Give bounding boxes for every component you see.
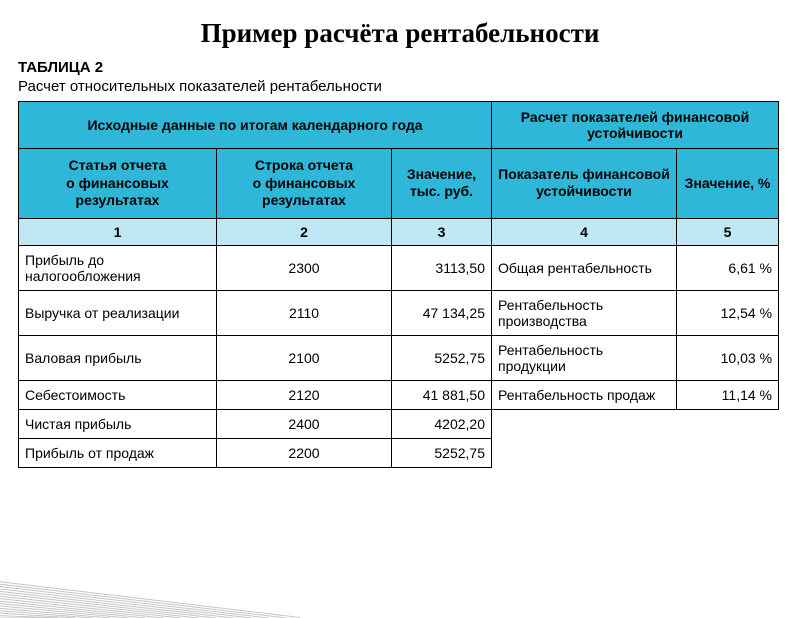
table-cell: 2110: [217, 290, 392, 335]
table-cell: 2120: [217, 380, 392, 409]
table-column-index: 4: [492, 218, 677, 245]
table-row: Валовая прибыль21005252,75Рентабельность…: [19, 335, 779, 380]
table-number-label: ТАБЛИЦА 2: [18, 59, 800, 76]
table-cell: 47 134,25: [392, 290, 492, 335]
table-cell: 2300: [217, 245, 392, 290]
table-cell: [492, 409, 677, 438]
table-cell: Рентабельность продаж: [492, 380, 677, 409]
table-cell: 12,54 %: [677, 290, 779, 335]
table-cell: Выручка от реализации: [19, 290, 217, 335]
table-cell: Общая рентабельность: [492, 245, 677, 290]
table-cell: Прибыль до налогообложения: [19, 245, 217, 290]
table-column-header: Статья отчетао финансовых результатах: [19, 149, 217, 219]
table-column-header: Значение, %: [677, 149, 779, 219]
table-cell: 3113,50: [392, 245, 492, 290]
table-cell: 41 881,50: [392, 380, 492, 409]
table-column-index: 2: [217, 218, 392, 245]
table-row: Прибыль до налогообложения23003113,50Общ…: [19, 245, 779, 290]
table-cell: [677, 409, 779, 438]
table-cell: Валовая прибыль: [19, 335, 217, 380]
decorative-diagonal-lines: [0, 458, 300, 618]
table-cell: 5252,75: [392, 335, 492, 380]
table-cell: 5252,75: [392, 438, 492, 467]
profitability-table: Исходные данные по итогам календарного г…: [18, 101, 779, 468]
page-title: Пример расчёта рентабельности: [0, 18, 800, 49]
table-row: Чистая прибыль24004202,20: [19, 409, 779, 438]
table-column-header: Значение,тыс. руб.: [392, 149, 492, 219]
table-cell: [677, 438, 779, 467]
table-caption: Расчет относительных показателей рентабе…: [18, 78, 800, 95]
table-row: Себестоимость212041 881,50Рентабельность…: [19, 380, 779, 409]
table-cell: 2400: [217, 409, 392, 438]
table-header-group: Исходные данные по итогам календарного г…: [19, 102, 492, 149]
table-cell: 10,03 %: [677, 335, 779, 380]
table-column-header: Строка отчетао финансовых результатах: [217, 149, 392, 219]
table-cell: 6,61 %: [677, 245, 779, 290]
table-row: Прибыль от продаж22005252,75: [19, 438, 779, 467]
table-cell: 4202,20: [392, 409, 492, 438]
table-cell: Себестоимость: [19, 380, 217, 409]
table-column-header: Показатель финансовойустойчивости: [492, 149, 677, 219]
table-cell: Рентабельность продукции: [492, 335, 677, 380]
table-row: Выручка от реализации211047 134,25Рентаб…: [19, 290, 779, 335]
table-cell: Рентабельность производства: [492, 290, 677, 335]
table-header-group: Расчет показателей финансовой устойчивос…: [492, 102, 779, 149]
table-column-index: 3: [392, 218, 492, 245]
table-cell: 11,14 %: [677, 380, 779, 409]
table-cell: Чистая прибыль: [19, 409, 217, 438]
table-column-index: 1: [19, 218, 217, 245]
table-cell: Прибыль от продаж: [19, 438, 217, 467]
table-cell: 2200: [217, 438, 392, 467]
table-cell: [492, 438, 677, 467]
table-heading-block: ТАБЛИЦА 2 Расчет относительных показател…: [0, 59, 800, 95]
table-cell: 2100: [217, 335, 392, 380]
table-column-index: 5: [677, 218, 779, 245]
